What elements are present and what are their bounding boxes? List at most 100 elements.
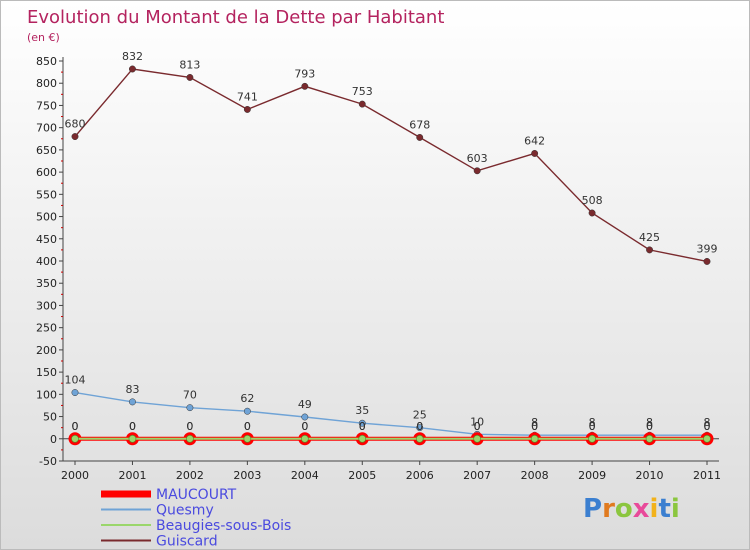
x-tick-label: 2003	[233, 469, 261, 482]
data-point	[473, 434, 481, 443]
x-tick-label: 2007	[463, 469, 491, 482]
legend-label: Quesmy	[156, 503, 214, 519]
data-label: 793	[294, 67, 315, 80]
data-label: 25	[413, 409, 427, 422]
data-label: 0	[704, 420, 711, 433]
x-tick-label: 2005	[348, 469, 376, 482]
y-tick-label: 150	[36, 366, 57, 379]
y-tick-label: 200	[36, 344, 57, 357]
data-point	[646, 246, 653, 254]
data-point	[71, 389, 79, 397]
x-tick-label: 2002	[176, 469, 204, 482]
y-tick-label: 650	[36, 144, 57, 157]
y-tick-label: 800	[36, 77, 57, 90]
data-label: 0	[531, 420, 538, 433]
x-tick-label: 2006	[406, 469, 434, 482]
data-label: 0	[129, 420, 136, 433]
data-point	[358, 419, 366, 427]
data-point	[531, 149, 539, 157]
data-point	[416, 133, 424, 141]
x-tick-label: 2009	[578, 469, 606, 482]
y-tick-label: 450	[36, 233, 57, 246]
data-label: 832	[122, 50, 143, 63]
logo-letter: i	[671, 494, 680, 524]
x-tick-label: 2000	[61, 469, 89, 482]
data-label: 0	[244, 420, 251, 433]
data-point	[186, 73, 194, 81]
data-label: 508	[582, 194, 603, 207]
data-point	[703, 434, 711, 443]
series-line-quesmy	[74, 391, 707, 436]
data-label: 8	[704, 416, 711, 429]
y-tick-label: 600	[36, 166, 57, 179]
x-tick-label: 2004	[291, 469, 319, 482]
data-label: 0	[474, 420, 481, 433]
y-tick-label: 700	[36, 122, 57, 135]
data-label: 0	[359, 420, 366, 433]
data-point	[71, 133, 79, 141]
data-label: 70	[183, 389, 197, 402]
data-point	[358, 434, 367, 443]
data-label: 8	[531, 416, 538, 429]
data-label: 0	[474, 420, 481, 433]
data-label: 0	[186, 420, 193, 433]
data-label: 399	[697, 242, 718, 255]
data-label: 642	[524, 134, 545, 147]
data-label: 83	[125, 383, 139, 396]
data-label: 0	[72, 420, 79, 433]
x-tick-label: 2011	[693, 469, 721, 482]
proxiti-logo: Proxiti	[583, 494, 680, 524]
series-layer	[68, 65, 714, 446]
data-label: 680	[65, 118, 86, 131]
data-label: 0	[416, 420, 423, 433]
logo-letter: i	[650, 494, 659, 524]
data-label: 0	[72, 420, 79, 433]
y-tick-label: 250	[36, 322, 57, 335]
data-label: 35	[355, 404, 369, 417]
data-label: 425	[639, 231, 660, 244]
legend-label: Beaugies-sous-Bois	[156, 518, 291, 534]
data-label: 49	[298, 398, 312, 411]
logo-letter: x	[633, 494, 650, 524]
data-label: 0	[646, 420, 653, 433]
data-label: 741	[237, 90, 258, 103]
data-point	[129, 398, 136, 406]
data-label: 0	[301, 420, 308, 433]
data-point	[129, 65, 136, 73]
data-label: 678	[409, 118, 430, 131]
logo-letter: r	[602, 494, 615, 524]
data-point	[416, 424, 424, 432]
data-point	[530, 434, 539, 443]
data-labels-layer: 680 832 813 741 793 753 678 603 642 508 425 399 104 8…	[65, 50, 718, 433]
data-label: 0	[416, 420, 423, 433]
data-point	[473, 167, 481, 175]
data-point	[301, 434, 309, 443]
data-point	[415, 434, 424, 443]
data-label: 10	[470, 415, 484, 428]
data-label: 62	[240, 392, 254, 405]
data-point	[243, 434, 252, 443]
y-tick-label: 300	[36, 299, 57, 312]
logo-text: Proxiti	[583, 494, 680, 524]
y-tick-label: -50	[39, 455, 57, 468]
data-label: 0	[186, 420, 193, 433]
data-label: 0	[589, 420, 596, 433]
y-tick-label: 750	[36, 99, 57, 112]
data-label: 603	[467, 152, 488, 165]
data-point	[301, 413, 309, 421]
y-tick-label: 50	[43, 411, 57, 424]
y-tick-label: 500	[36, 211, 57, 224]
data-point	[588, 209, 596, 217]
data-point	[71, 434, 79, 443]
data-label: 0	[244, 420, 251, 433]
chart-title: Evolution du Montant de la Dette par Hab…	[27, 7, 444, 28]
legend-label: Guiscard	[156, 534, 218, 550]
legend-label: MAUCOURT	[156, 487, 237, 503]
data-label: 753	[352, 85, 373, 98]
data-label: 0	[589, 420, 596, 433]
data-point	[128, 434, 137, 443]
chart-subtitle: (en €)	[27, 31, 60, 44]
